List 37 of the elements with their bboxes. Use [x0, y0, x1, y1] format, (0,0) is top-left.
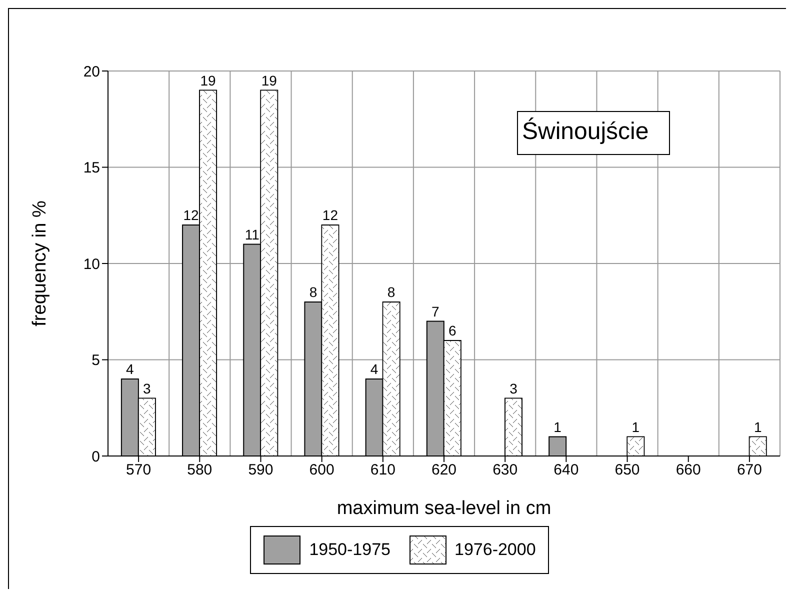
x-tick-label: 570 [126, 462, 152, 479]
y-tick-label: 5 [92, 352, 100, 370]
x-tick-label: 580 [187, 462, 212, 479]
y-tick-label: 15 [83, 160, 100, 177]
x-tick-label: 610 [370, 462, 396, 479]
data-label: 1 [632, 418, 640, 435]
data-label: 1 [754, 418, 762, 435]
data-label: 11 [244, 226, 260, 242]
data-label: 8 [309, 284, 318, 300]
x-tick-label: 600 [309, 462, 334, 479]
x-tick-label: 590 [248, 462, 274, 479]
data-label: 1 [554, 418, 562, 435]
data-label: 3 [143, 380, 152, 396]
data-label: 12 [183, 207, 200, 223]
x-axis-title: maximum sea-level in cm [336, 498, 552, 519]
x-tick-label: 650 [614, 462, 640, 479]
y-axis-title: frequency in % [30, 200, 51, 326]
data-label: 6 [448, 322, 456, 338]
data-label: 19 [261, 72, 278, 88]
x-tick-label: 620 [431, 462, 457, 479]
data-label: 12 [322, 207, 338, 223]
data-label: 19 [200, 72, 216, 88]
y-tick-label: 10 [83, 256, 100, 273]
x-tick-label: 670 [736, 462, 762, 479]
y-tick-label: 0 [92, 448, 100, 466]
y-tick-label: 20 [83, 63, 100, 80]
x-tick-label: 660 [676, 462, 701, 479]
data-label: 8 [387, 284, 396, 300]
legend-label: 1976-2000 [454, 540, 536, 560]
data-label: 7 [431, 303, 440, 320]
data-label: 3 [510, 380, 518, 396]
data-label: 4 [126, 361, 134, 377]
x-tick-label: 640 [554, 462, 579, 479]
x-tick-label: 630 [492, 462, 518, 479]
legend-label: 1950-1975 [309, 540, 390, 560]
data-label: 4 [370, 361, 378, 377]
annotation: Świnoujście [517, 111, 670, 155]
